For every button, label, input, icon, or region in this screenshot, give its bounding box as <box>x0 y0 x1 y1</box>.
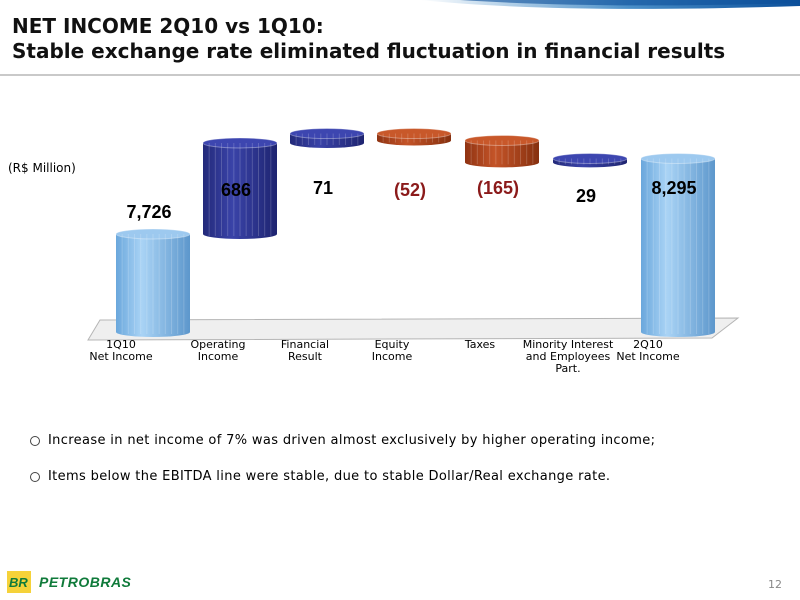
bullet-marker-icon <box>30 471 40 482</box>
category-label: Financial Result <box>281 338 329 363</box>
chart-bar <box>376 128 452 146</box>
category-label: Minority Interest and Employees Part. <box>523 338 614 375</box>
bullet-item: Items below the EBITDA line were stable,… <box>30 469 655 484</box>
chart-bar <box>640 152 716 337</box>
page-title: NET INCOME 2Q10 vs 1Q10: Stable exchange… <box>12 14 725 64</box>
chart-bar <box>552 152 628 168</box>
category-label: Operating Income <box>191 338 246 363</box>
petrobras-logo: BR PETROBRAS <box>7 571 131 593</box>
chart-bar <box>115 228 191 337</box>
data-label: (52) <box>394 180 426 200</box>
waterfall-chart: 7,726 686 71 (52) (165) 29 8,295 1Q10 Net Incom… <box>87 128 740 375</box>
header-swoosh <box>420 0 800 9</box>
chart-bar <box>202 137 278 239</box>
data-label: 71 <box>313 178 333 198</box>
bullet-list: Increase in net income of 7% was driven … <box>30 433 655 505</box>
chart-bar <box>289 128 365 148</box>
title-divider <box>0 74 800 76</box>
data-label: 686 <box>221 180 251 200</box>
title-line-2: Stable exchange rate eliminated fluctuat… <box>12 39 726 63</box>
chart-floor <box>87 317 740 341</box>
br-logo-icon: BR <box>7 571 31 593</box>
chart-bar <box>464 134 540 168</box>
category-label: 1Q10 Net Income <box>89 338 153 363</box>
category-label: Taxes <box>464 338 496 351</box>
category-label: Equity Income <box>372 338 413 363</box>
data-label: 7,726 <box>126 202 171 222</box>
title-line-1: NET INCOME 2Q10 vs 1Q10: <box>12 14 324 38</box>
category-label: 2Q10 Net Income <box>616 338 680 363</box>
page-number: 12 <box>768 578 782 591</box>
brand-name: PETROBRAS <box>39 574 132 590</box>
bullet-item: Increase in net income of 7% was driven … <box>30 433 655 448</box>
data-label: (165) <box>477 178 519 198</box>
bullet-marker-icon <box>30 435 40 446</box>
bullet-text: Items below the EBITDA line were stable,… <box>48 469 611 484</box>
bullet-text: Increase in net income of 7% was driven … <box>48 433 656 448</box>
data-label: 8,295 <box>651 178 696 198</box>
data-label: 29 <box>576 186 596 206</box>
unit-label: (R$ Million) <box>8 161 76 175</box>
brand-mark: BR <box>9 575 28 590</box>
